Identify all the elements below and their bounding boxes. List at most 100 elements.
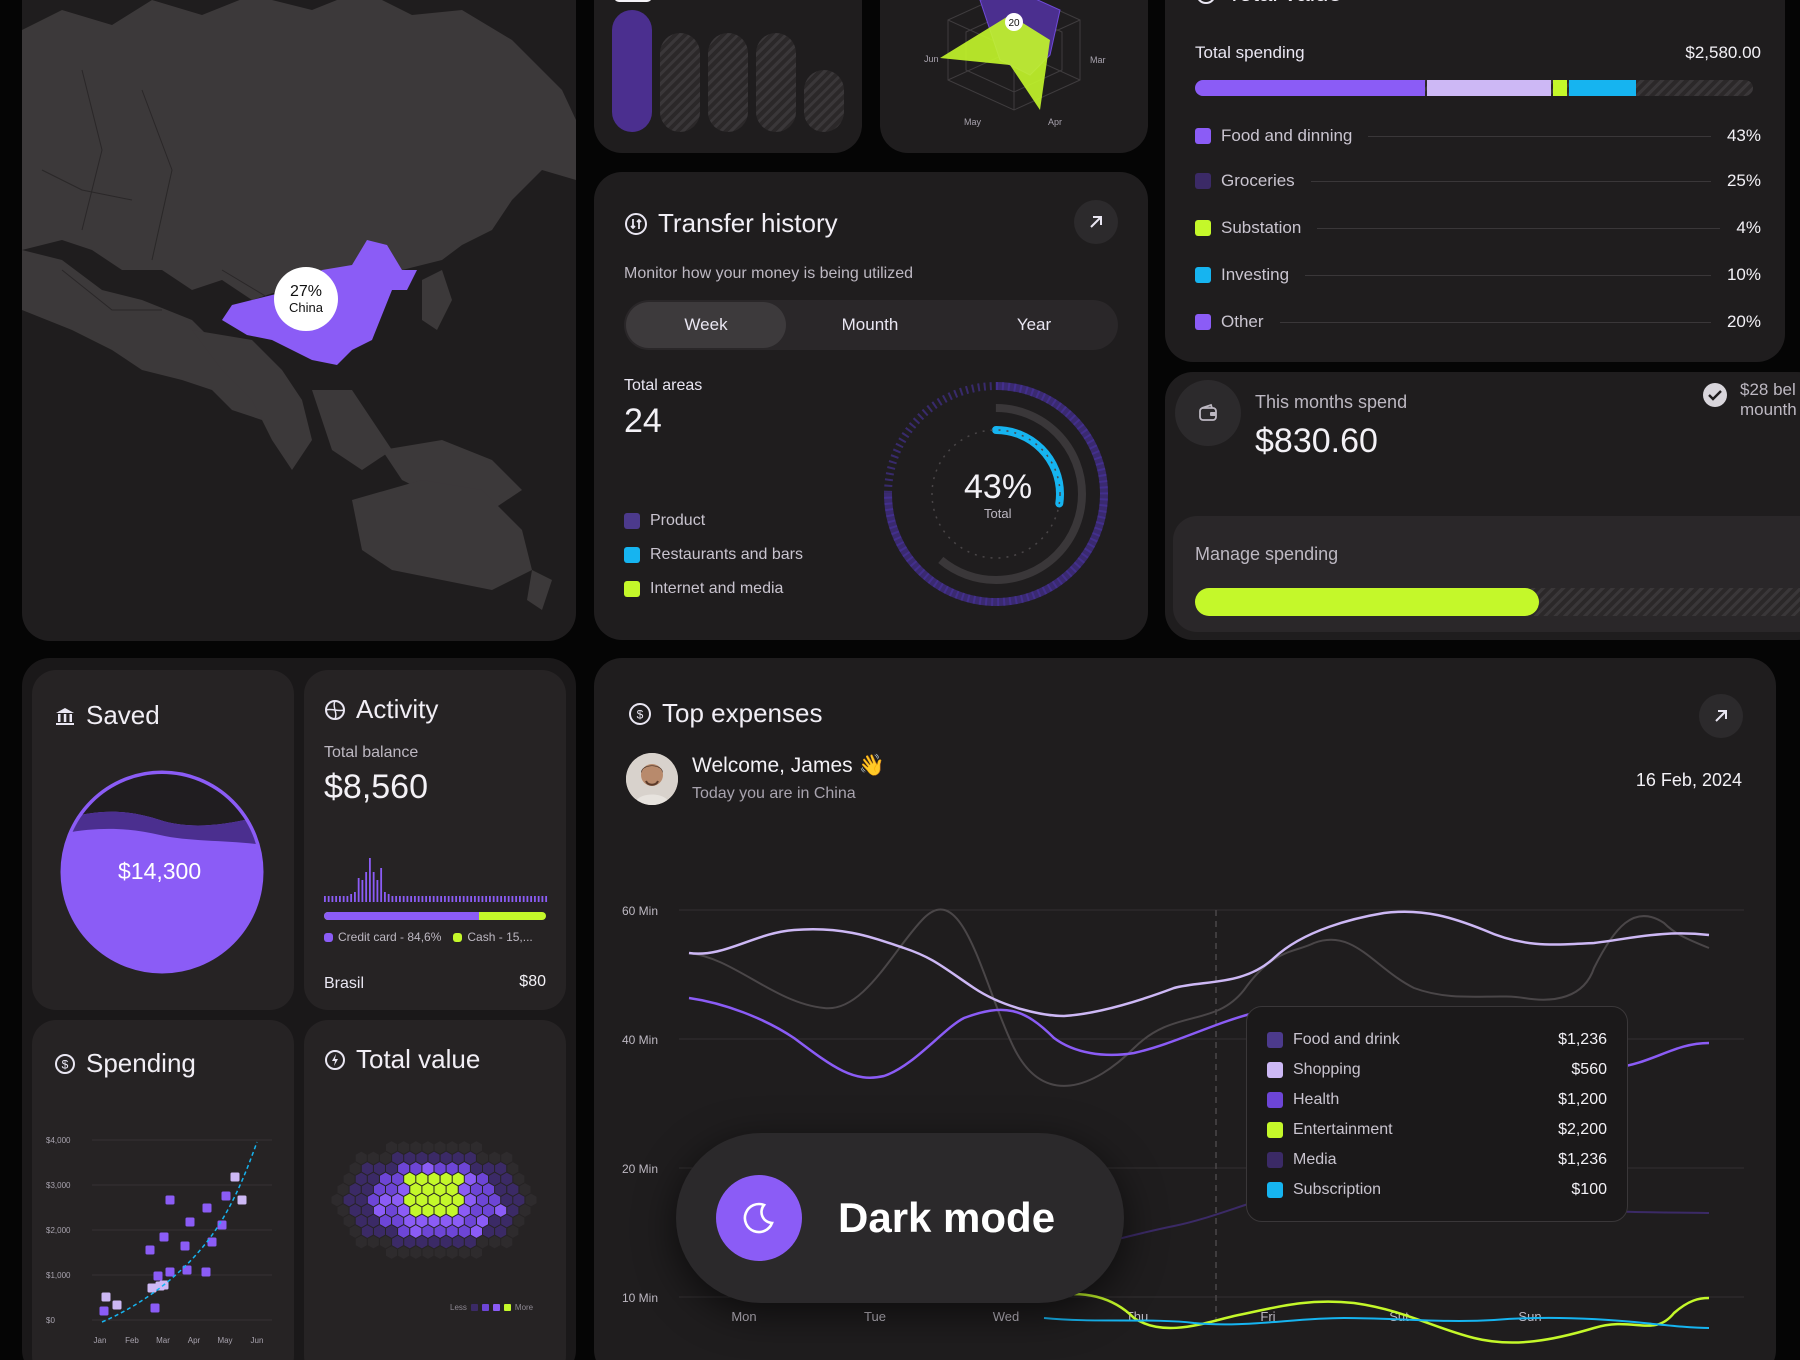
month-spend-note: $28 bel mounth: [1740, 380, 1797, 421]
spending-card: $ Spending $4,000 $3,000 $2,000 $1,000 $0 Jan…: [32, 1020, 294, 1360]
category-percent: 4%: [1736, 218, 1761, 237]
heatmap-cell: [440, 1235, 452, 1249]
tooltip-row: Media $1,236: [1267, 1149, 1607, 1171]
activity-title-row: Activity: [324, 694, 438, 725]
heatmap-cell: [398, 1141, 410, 1154]
country-value: $80: [519, 973, 546, 990]
category-swatch: [1195, 128, 1211, 144]
heatmap-cell: [398, 1183, 410, 1196]
heatmap-cell: [422, 1225, 434, 1238]
heatmap-cell: [343, 1172, 355, 1186]
tooltip-row: Health $1,200: [1267, 1089, 1607, 1111]
radar-center-value: 20: [1008, 18, 1020, 29]
total-value-title-row: Total value: [1195, 0, 1342, 8]
heatmap-cell: [452, 1235, 464, 1249]
balance-value: $8,560: [324, 768, 428, 806]
scatter-point: [165, 1267, 175, 1277]
x-tick-label: Thu: [1126, 1309, 1148, 1324]
y-tick-label: 10 Min: [622, 1291, 658, 1305]
legend-cash: Cash - 15,...: [467, 930, 533, 944]
manage-spending-panel[interactable]: Manage spending: [1173, 516, 1800, 632]
activity-title: Activity: [356, 694, 439, 724]
category-row[interactable]: Food and dinning 43%: [1195, 125, 1761, 147]
category-percent: 43%: [1726, 126, 1761, 145]
heatmap-cell: [489, 1193, 501, 1207]
tooltip-row: Shopping $560: [1267, 1059, 1607, 1081]
category-label: Investing: [1221, 265, 1290, 284]
category-percent: 25%: [1726, 171, 1761, 190]
heatmap-cell: [386, 1141, 398, 1154]
dollar-icon: $: [629, 702, 651, 725]
heatmap-cell: [452, 1214, 464, 1228]
tab-month[interactable]: Mounth: [841, 315, 899, 334]
heatmap-cell: [470, 1204, 482, 1217]
heatmap-cell: [361, 1225, 373, 1238]
total-value-card: Total value Total spending $2,580.00 Foo…: [1165, 0, 1785, 362]
welcome-text: Welcome, James 👋: [692, 754, 885, 777]
tooltip-row: Entertainment $2,200: [1267, 1119, 1607, 1141]
spike-bar: [477, 896, 480, 902]
top-expenses-open-button[interactable]: [1699, 694, 1743, 738]
heatmap-cell: [367, 1172, 379, 1186]
series-shopping: [688, 910, 1710, 1018]
legend-less: Less: [450, 1303, 467, 1312]
spike-bar: [387, 894, 390, 902]
heatmap-cell: [519, 1183, 531, 1196]
heatmap-cell: [525, 1193, 537, 1207]
category-row[interactable]: Other 20%: [1195, 311, 1761, 333]
heatmap-cell: [446, 1141, 458, 1154]
category-label: Other: [1221, 312, 1264, 331]
spike-bar: [425, 896, 428, 902]
spike-bar: [391, 896, 394, 902]
saved-gauge: [60, 770, 264, 974]
legend-swatch: [624, 581, 640, 597]
heatmap-cell: [392, 1172, 404, 1186]
heatmap-cell: [477, 1235, 488, 1249]
heatmap-cell: [470, 1141, 482, 1154]
heatmap-cell: [458, 1162, 470, 1175]
y-tick-label: $1,000: [46, 1271, 71, 1280]
heatmap-cell: [355, 1193, 367, 1207]
map-card: 27% China: [22, 0, 576, 641]
scatter-point: [182, 1265, 192, 1275]
transfer-open-button[interactable]: [1074, 200, 1118, 244]
category-swatch: [1195, 173, 1211, 189]
category-row[interactable]: Substation 4%: [1195, 217, 1761, 239]
dark-mode-knob: [716, 1175, 802, 1261]
heatmap-cell: [416, 1193, 428, 1207]
dollar-icon: $: [55, 1053, 75, 1074]
heatmap-cell: [446, 1246, 458, 1259]
heatmap-cell: [361, 1204, 373, 1217]
heatmap-cell: [386, 1183, 398, 1196]
balance-label: Total balance: [324, 744, 419, 761]
category-row[interactable]: Groceries 25%: [1195, 170, 1761, 192]
tab-week[interactable]: Week: [626, 302, 786, 348]
spike-bar: [436, 896, 439, 902]
dark-mode-toggle[interactable]: Dark mode: [676, 1133, 1124, 1303]
series-entertainment: [1043, 1292, 1710, 1344]
heatmap-cell: [434, 1183, 446, 1196]
spike-bar: [534, 896, 536, 902]
country-name: Brasil: [324, 975, 365, 992]
spike-bar: [380, 868, 383, 902]
saved-title: Saved: [86, 700, 160, 730]
avatar[interactable]: [626, 753, 678, 805]
bar-hatched: [708, 33, 748, 132]
scatter-point: [112, 1300, 122, 1310]
activity-spike-chart: [324, 858, 548, 902]
lightning-icon: [325, 1049, 345, 1070]
heatmap-cell: [349, 1162, 361, 1175]
x-tick-label: Mar: [156, 1336, 170, 1345]
spike-bar: [526, 896, 529, 902]
heatmap-cell: [440, 1193, 452, 1207]
spike-bar: [402, 896, 405, 902]
heatmap-legend: Less More: [450, 1303, 533, 1312]
spike-bar: [444, 896, 446, 902]
scatter-point: [202, 1203, 212, 1213]
heatmap-cell: [446, 1183, 458, 1196]
spike-bar: [417, 896, 420, 902]
heatmap-cell: [355, 1235, 367, 1249]
bar-active: [612, 10, 652, 132]
category-row[interactable]: Investing 10%: [1195, 264, 1761, 286]
tab-year[interactable]: Year: [1016, 315, 1052, 334]
